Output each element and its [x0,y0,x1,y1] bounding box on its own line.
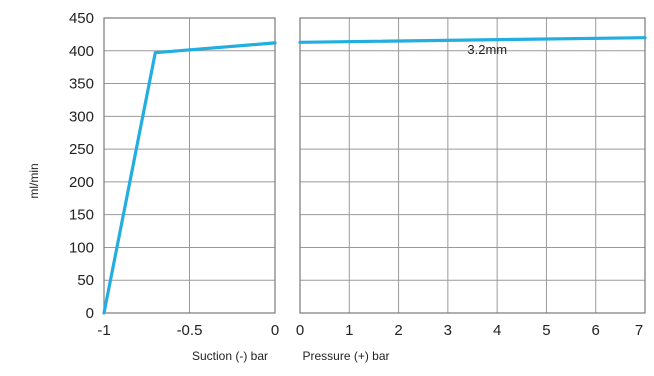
x-tick-label: 0 [271,322,279,339]
x-tick-label: 5 [542,322,550,339]
y-tick-label: 350 [69,76,94,93]
pressure-x-axis-label: Pressure (+) bar [302,349,389,363]
x-tick-label: 7 [635,322,643,339]
y-tick-label: 250 [69,141,94,158]
x-tick-label: 6 [592,322,600,339]
y-tick-label: 150 [69,207,94,224]
y-tick-label: 100 [69,239,94,256]
x-tick-label: 0 [296,322,304,339]
y-axis-label: ml/min [27,163,41,198]
suction-x-axis-label: Suction (-) bar [192,349,268,363]
x-tick-label: 2 [394,322,402,339]
y-tick-label: 450 [69,10,94,27]
y-tick-label: 50 [77,272,94,289]
x-tick-label: -1 [97,322,110,339]
plot-frame [299,17,646,314]
y-tick-label: 200 [69,174,94,191]
suction-panel: -1 -0.5 0 0 50 100 150 200 250 300 350 400 450 [69,10,279,339]
x-tick-label: -0.5 [177,322,203,339]
x-tick-label: 3 [444,322,452,339]
pressure-panel: 0 1 2 3 4 5 6 7 3.2mm [296,17,647,339]
series-line [102,41,277,315]
series-line [298,36,647,44]
y-tick-label: 0 [86,305,94,322]
y-tick-label: 300 [69,108,94,125]
x-tick-label: 4 [493,322,501,339]
y-tick-label: 400 [69,43,94,60]
plot-frame [103,17,276,314]
series-annotation: 3.2mm [467,42,507,57]
x-tick-label: 1 [345,322,353,339]
